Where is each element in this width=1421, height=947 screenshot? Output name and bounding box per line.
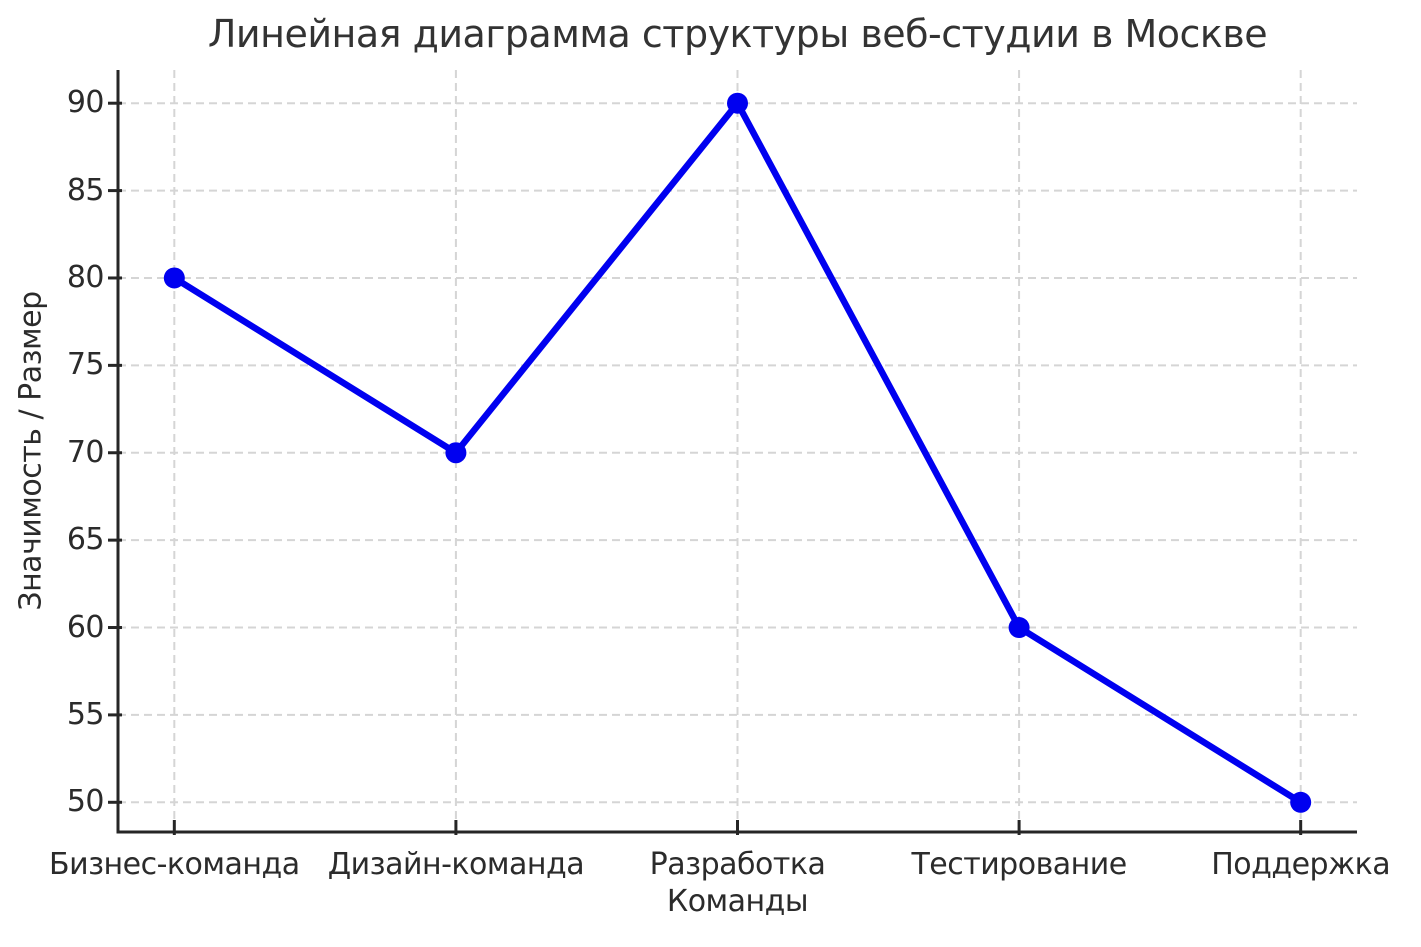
y-tick-label: 65 — [66, 522, 105, 558]
data-point — [727, 92, 748, 114]
x-tick-label: Бизнес-команда — [49, 847, 300, 882]
x-tick-label: Разработка — [649, 847, 826, 882]
x-axis-label: Команды — [666, 884, 809, 919]
y-tick-label: 50 — [66, 784, 105, 820]
y-tick-label: 55 — [66, 696, 105, 732]
axis-spines — [116, 70, 1357, 834]
data-point — [445, 442, 467, 464]
data-point — [163, 267, 185, 289]
x-tick-label: Поддержка — [1211, 847, 1391, 882]
y-tick-label: 90 — [66, 85, 105, 121]
x-tick-label: Тестирование — [911, 847, 1127, 882]
x-tick-label: Дизайн-команда — [327, 847, 585, 882]
y-tick-label: 60 — [66, 609, 105, 645]
y-tick-label: 75 — [66, 347, 105, 383]
chart-title: Линейная диаграмма структуры веб-студии … — [207, 12, 1268, 56]
y-tick-label: 70 — [66, 434, 105, 470]
data-point — [1008, 617, 1030, 639]
data-point — [1290, 791, 1312, 813]
y-tick-label: 85 — [66, 172, 105, 208]
y-tick-label: 80 — [66, 259, 105, 295]
